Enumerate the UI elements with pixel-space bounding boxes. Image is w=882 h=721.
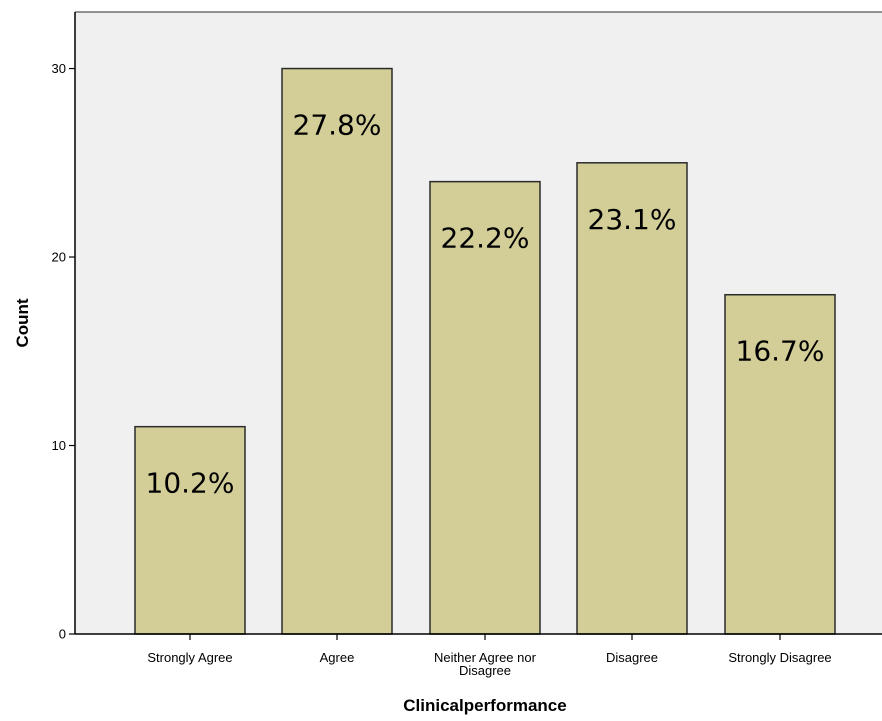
- axes-layer: 0 10 20 30 Strongly Agree Agree Neither Agree …: [52, 11, 882, 678]
- bar: [429, 180, 541, 635]
- x-tick-label: Neither Agree nor: [434, 650, 537, 665]
- x-tick-label: Strongly Disagree: [728, 650, 831, 665]
- x-axis-title: Clinicalperformance: [403, 696, 566, 715]
- x-tick-label: Strongly Agree: [147, 650, 232, 665]
- bar: [134, 425, 246, 635]
- bar: [281, 67, 393, 635]
- bar-data-label: 10.2%: [146, 467, 235, 500]
- x-tick-label: Disagree: [459, 663, 511, 678]
- y-tick-label: 0: [59, 627, 66, 642]
- bar-data-label: 22.2%: [441, 222, 530, 255]
- x-tick-label: Disagree: [606, 650, 658, 665]
- y-tick-label: 10: [52, 438, 66, 453]
- bar: [576, 162, 688, 635]
- y-tick-label: 30: [52, 61, 66, 76]
- x-tick-label: Agree: [320, 650, 355, 665]
- y-axis-title: Count: [13, 298, 32, 347]
- bar-data-label: 27.8%: [293, 109, 382, 142]
- data-labels-layer: 10.2% 27.8% 22.2% 23.1% 16.7%: [146, 109, 825, 500]
- y-tick-label: 20: [52, 250, 66, 265]
- bars-layer: [134, 67, 836, 635]
- bar-data-label: 23.1%: [588, 203, 677, 236]
- bar-data-label: 16.7%: [736, 335, 825, 368]
